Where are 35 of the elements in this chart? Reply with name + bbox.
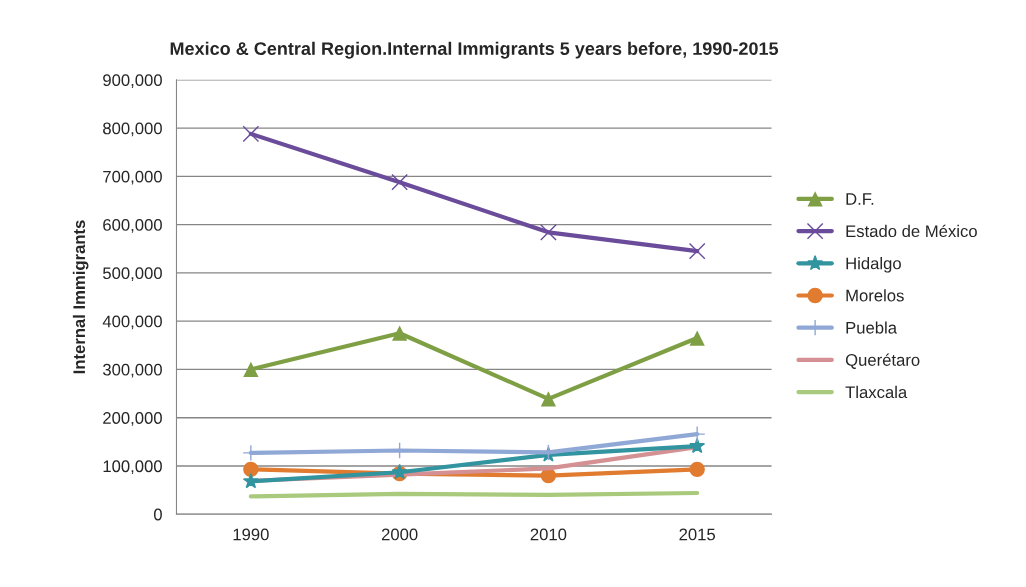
- y-tick-label: 400,000: [102, 315, 162, 330]
- y-tick-label: 600,000: [103, 219, 162, 233]
- point: [391, 325, 408, 341]
- y-axis-title: Internal Immigrants: [72, 220, 89, 374]
- y-tick-label: 0: [153, 508, 162, 521]
- y-tick-label: 900,000: [103, 74, 162, 88]
- y-tick-label: 500,000: [103, 267, 162, 282]
- y-tick-label: 100,000: [103, 460, 162, 475]
- point: [243, 361, 259, 378]
- point: [688, 242, 706, 260]
- y-tick-label: 700,000: [103, 170, 162, 185]
- y-tick-label: 300,000: [102, 363, 162, 378]
- point: [689, 437, 706, 454]
- x-tick-label: 2010: [530, 528, 567, 541]
- legend-label: Tlaxcala: [845, 385, 908, 399]
- y-tick-label: 200,000: [103, 412, 162, 426]
- point: [540, 391, 557, 407]
- x-tick-label: 1990: [233, 528, 269, 541]
- legend-label: Querétaro: [845, 353, 920, 369]
- point: [391, 173, 408, 191]
- point: [689, 330, 705, 346]
- y-tick-label: 800,000: [103, 122, 162, 137]
- x-tick-label: 2000: [381, 528, 418, 541]
- legend-label: Hidalgo: [846, 257, 901, 273]
- point: [243, 461, 259, 477]
- point: [540, 224, 557, 241]
- legend-label: D.F.: [846, 193, 874, 205]
- legend-label: Estado de México: [846, 224, 977, 238]
- x-tick-label: 2015: [679, 528, 716, 541]
- legend-label: Morelos: [846, 289, 904, 302]
- legend-label: Puebla: [846, 321, 898, 334]
- point: [242, 125, 260, 143]
- point: [689, 461, 705, 477]
- chart-title: Mexico & Central Region.Internal Immigrants 5 years before, 1990-2015: [170, 41, 779, 59]
- point: [242, 473, 259, 489]
